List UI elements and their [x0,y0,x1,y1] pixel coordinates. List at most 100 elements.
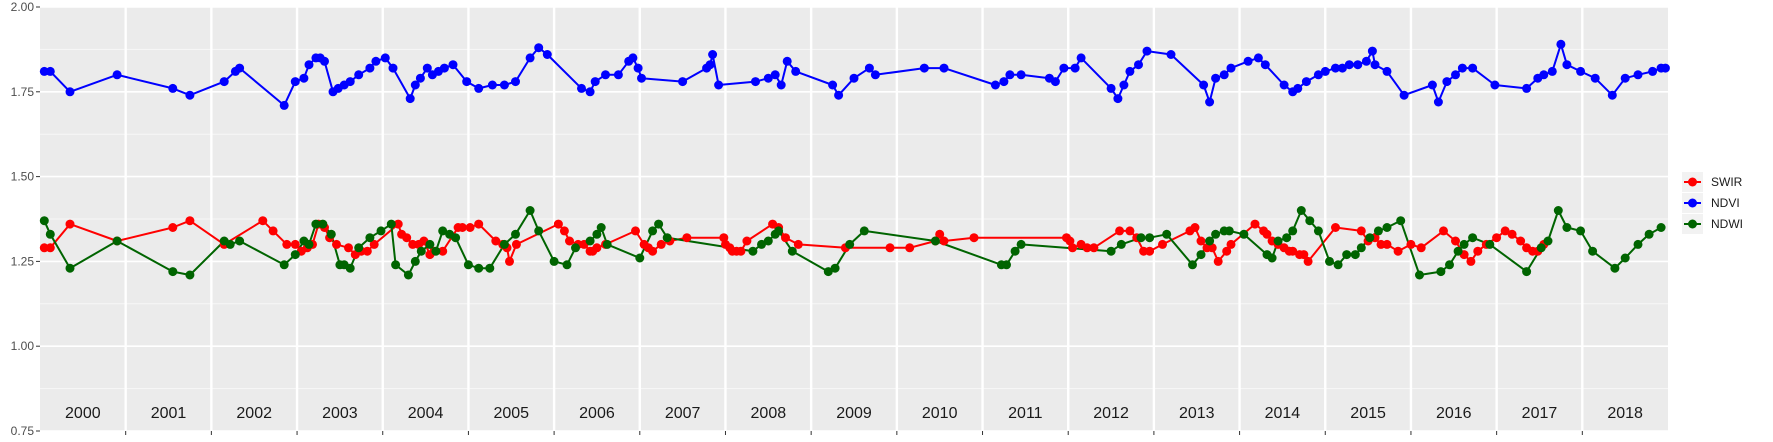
data-point-ndvi [422,63,432,73]
data-point-ndwi [318,219,328,229]
data-point-ndvi [45,66,55,76]
data-point-swir [781,233,790,243]
data-point-ndvi [1399,90,1409,100]
data-point-ndwi [1282,233,1292,243]
data-point-ndvi [1253,53,1263,63]
data-point-ndvi [601,70,610,80]
data-point-ndvi [235,63,245,73]
data-point-swir [65,219,75,229]
data-point-swir [1250,219,1260,229]
year-label: 2016 [1436,405,1472,422]
data-point-ndwi [635,253,645,263]
data-point-swir [1473,246,1483,256]
data-point-ndwi [1453,246,1463,256]
data-point-ndwi [326,229,336,239]
data-point-ndvi [1320,66,1330,76]
data-point-ndvi [354,70,364,80]
data-point-ndvi [1556,39,1566,49]
data-point-ndvi [1451,70,1460,80]
data-point-ndwi [774,226,784,236]
data-point-ndvi [1370,60,1380,70]
data-point-ndvi [542,50,552,59]
data-point-ndvi [1361,56,1371,66]
data-point-swir [290,239,300,249]
data-point-ndwi [787,246,797,256]
data-point-ndwi [463,260,473,270]
data-point-swir [1393,246,1403,256]
data-point-swir [438,246,448,256]
data-point-ndwi [748,246,758,256]
data-point-ndvi [705,60,715,70]
legend-key-marker [1688,177,1697,187]
data-point-ndvi [708,50,718,59]
data-point-ndwi [1576,226,1586,236]
data-point-swir [682,233,692,243]
data-point-ndwi [534,226,544,236]
data-point-ndvi [1219,70,1229,80]
data-point-ndvi [1313,70,1323,80]
data-point-swir [1516,236,1526,246]
data-point-ndwi [1365,233,1375,243]
data-point-ndvi [870,70,880,80]
data-point-ndvi [1113,94,1123,104]
data-point-swir [282,239,292,249]
data-point-ndvi [1367,46,1377,56]
data-point-ndvi [751,77,760,87]
data-point-swir [1190,223,1200,232]
data-point-swir [393,219,403,229]
data-point-swir [1158,239,1167,249]
year-label: 2006 [579,405,615,422]
data-point-ndvi [1353,60,1363,70]
data-point-swir [402,233,412,243]
data-point-ndwi [1459,239,1469,249]
year-label: 2012 [1093,405,1129,422]
data-point-swir [939,236,949,246]
data-point-swir [1115,226,1125,236]
data-point-ndvi [1337,63,1347,73]
data-point-ndwi [1342,250,1352,260]
data-point-ndvi [380,53,390,63]
data-point-ndwi [1305,216,1315,226]
data-point-ndvi [1070,63,1080,73]
data-point-ndwi [1436,267,1446,277]
data-point-ndwi [648,226,658,236]
data-point-ndvi [782,56,792,66]
data-point-swir [1196,236,1206,246]
data-point-swir [559,226,569,236]
data-point-swir [1226,239,1236,249]
data-point-ndwi [1325,256,1334,266]
data-point-ndwi [1485,239,1495,249]
data-point-ndvi [415,73,425,83]
data-point-ndwi [290,250,300,260]
data-point-ndwi [654,219,664,229]
legend-key-marker [1688,198,1697,208]
data-point-ndvi [1590,73,1600,83]
data-point-swir [1125,226,1135,236]
data-point-ndvi [1457,63,1467,73]
data-point-ndwi [1620,253,1630,263]
data-point-ndwi [65,263,75,273]
data-point-ndvi [637,73,646,83]
data-point-ndvi [678,77,688,87]
data-point-swir [258,216,268,226]
data-point-ndwi [1196,250,1206,260]
data-point-ndvi [185,90,195,100]
data-point-ndwi [112,236,122,246]
year-label: 2003 [322,405,358,422]
data-point-ndvi [405,94,415,104]
year-label: 2007 [665,405,701,422]
data-point-swir [1439,226,1448,236]
data-point-swir [1416,243,1426,253]
data-point-swir [1492,233,1502,243]
data-point-ndvi [388,63,398,73]
data-point-ndvi [65,87,75,97]
year-label: 2004 [408,405,444,422]
legend-label-ndvi: NDVI [1711,196,1740,210]
data-point-ndwi [345,263,355,273]
data-point-ndvi [525,53,535,63]
data-point-ndvi [1166,50,1176,59]
data-point-ndvi [462,77,472,87]
data-point-ndwi [1205,236,1215,246]
y-tick-label: 0.75 [11,424,35,438]
data-point-ndvi [279,100,289,110]
